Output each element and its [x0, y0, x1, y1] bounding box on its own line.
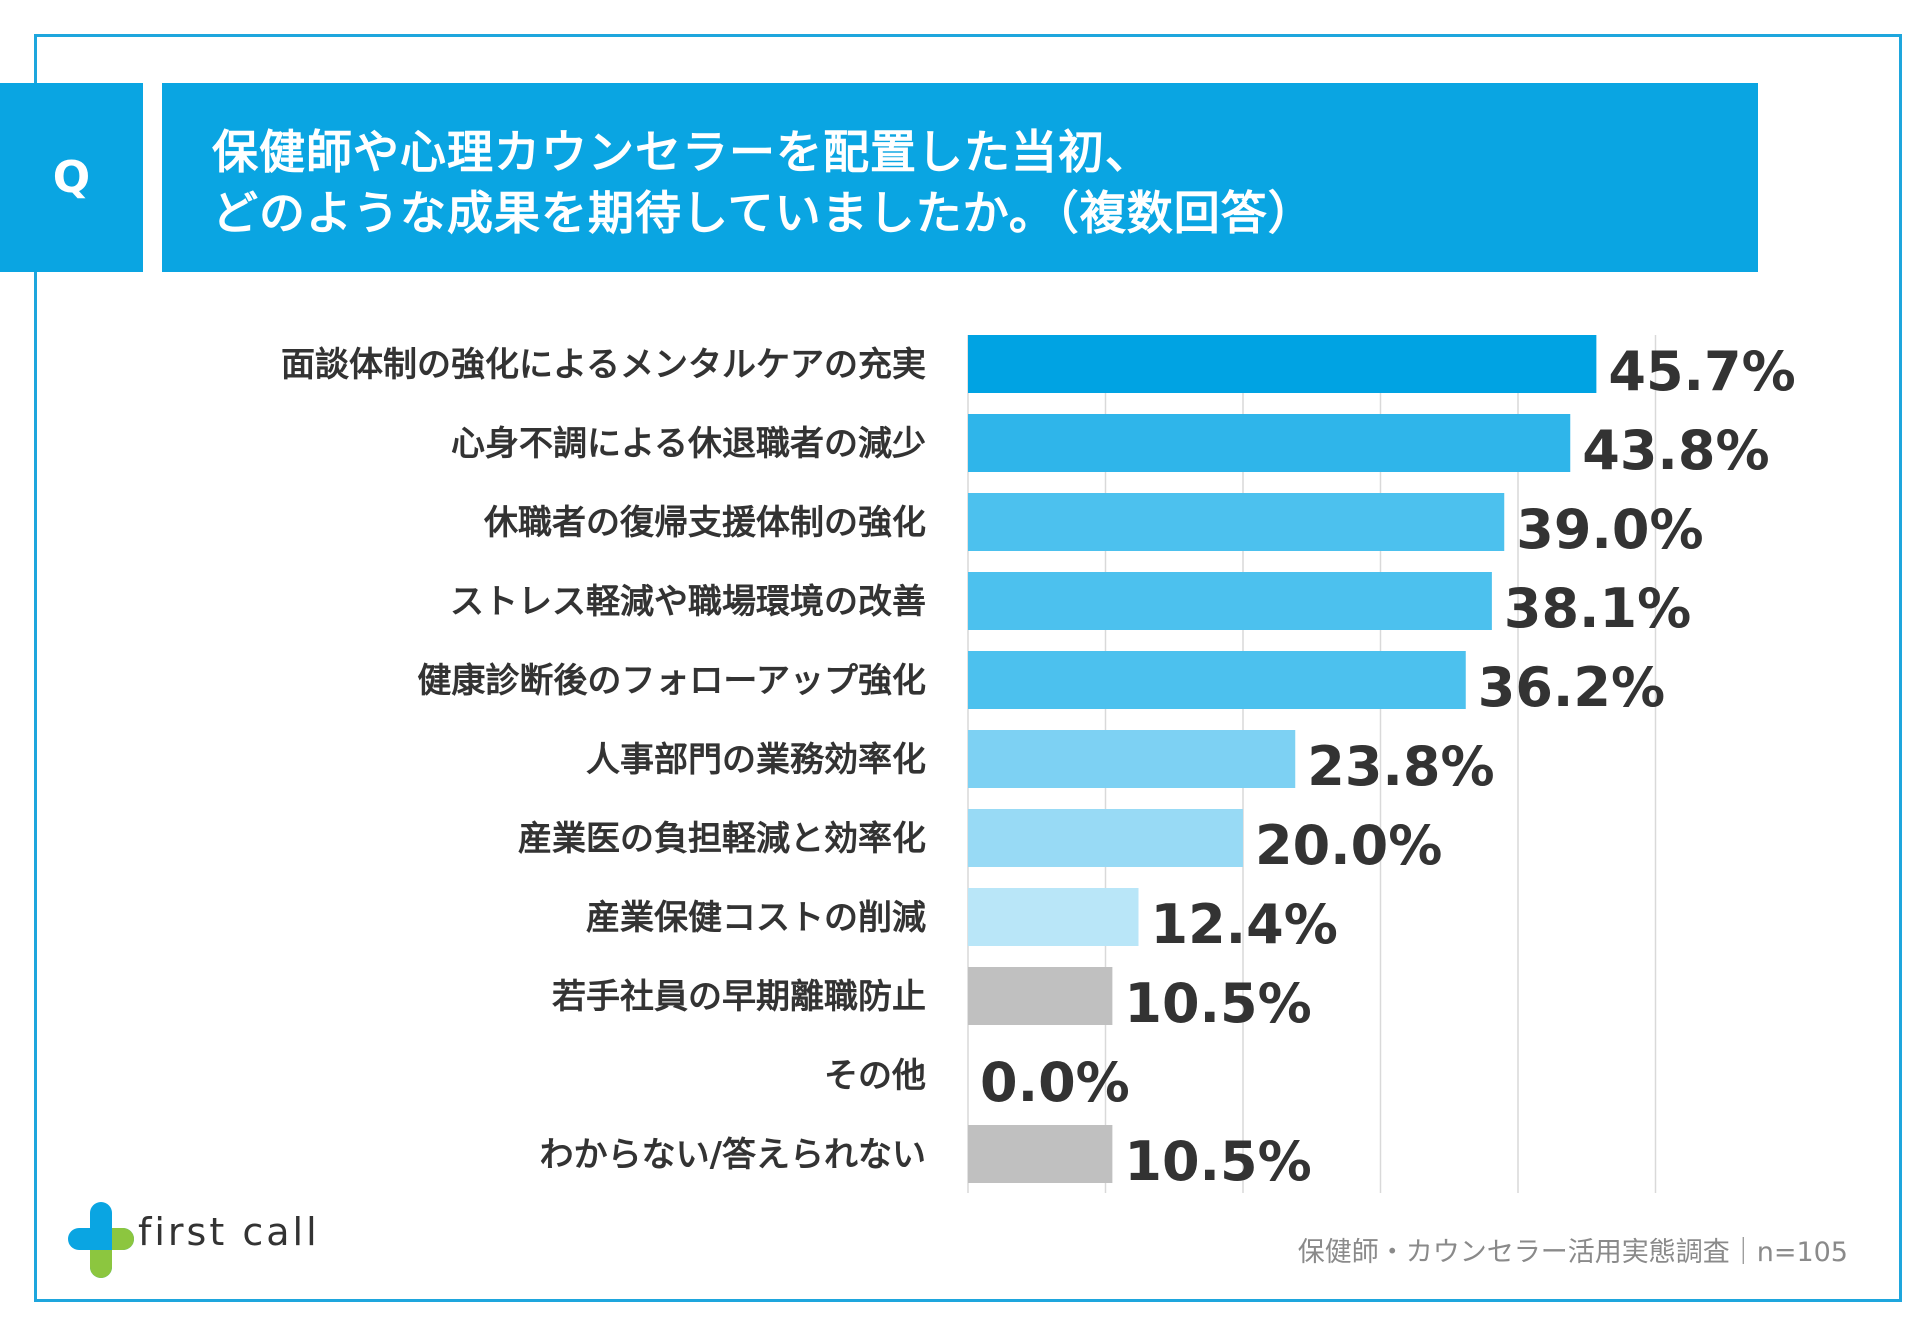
- category-label: 休職者の復帰支援体制の強化: [483, 503, 926, 543]
- category-label: 人事部門の業務効率化: [586, 740, 926, 780]
- value-label: 0.0%: [980, 1051, 1130, 1114]
- category-label: 産業医の負担軽減と効率化: [518, 819, 926, 859]
- category-label: 心身不調による休退職者の減少: [451, 424, 926, 464]
- value-label: 10.5%: [1124, 1130, 1311, 1193]
- bar: [968, 414, 1571, 472]
- category-label: その他: [824, 1056, 926, 1096]
- bar: [968, 1125, 1113, 1183]
- value-label: 10.5%: [1124, 972, 1311, 1035]
- value-label: 39.0%: [1516, 498, 1703, 561]
- value-label: 43.8%: [1582, 419, 1769, 482]
- question-banner: 保健師や心理カウンセラーを配置した当初、 どのような成果を期待していましたか。（…: [162, 83, 1758, 272]
- category-label: 健康診断後のフォローアップ強化: [417, 661, 926, 701]
- bar: [968, 335, 1597, 393]
- bar: [968, 967, 1113, 1025]
- bar: [968, 888, 1139, 946]
- category-labels: 面談体制の強化によるメンタルケアの充実心身不調による休退職者の減少休職者の復帰支…: [281, 345, 926, 1175]
- question-title-line1: 保健師や心理カウンセラーを配置した当初、: [212, 125, 1152, 179]
- category-label: ストレス軽減や職場環境の改善: [450, 582, 926, 622]
- category-label: わからない/答えられない: [540, 1135, 926, 1175]
- category-label: 面談体制の強化によるメンタルケアの充実: [281, 345, 926, 385]
- bar: [968, 651, 1466, 709]
- bar: [968, 809, 1243, 867]
- bar: [968, 493, 1505, 551]
- bar: [968, 730, 1296, 788]
- logo-wordmark: first call: [138, 1210, 320, 1254]
- value-label: 23.8%: [1307, 735, 1494, 798]
- value-label: 20.0%: [1255, 814, 1442, 877]
- value-label: 38.1%: [1504, 577, 1691, 640]
- value-labels: 45.7% 43.8% 39.0% 38.1% 36.2% 23.8% 20.0% 12.4%…: [980, 340, 1796, 1193]
- bars: [968, 335, 1597, 1183]
- question-badge: Q: [0, 83, 143, 272]
- value-label: 45.7%: [1608, 340, 1795, 403]
- question-label: Q: [52, 152, 91, 203]
- value-label: 12.4%: [1151, 893, 1338, 956]
- value-label: 36.2%: [1478, 656, 1665, 719]
- bar: [968, 572, 1492, 630]
- category-label: 若手社員の早期離職防止: [552, 977, 926, 1017]
- first-call-logo-icon: [68, 1202, 134, 1278]
- chart-frame: [34, 34, 1902, 1302]
- category-label: 産業保健コストの削減: [586, 898, 926, 938]
- question-title-line2: どのような成果を期待していましたか。（複数回答）: [212, 186, 1315, 240]
- survey-note: 保健師・カウンセラー活用実態調査｜n=105: [1297, 1237, 1848, 1268]
